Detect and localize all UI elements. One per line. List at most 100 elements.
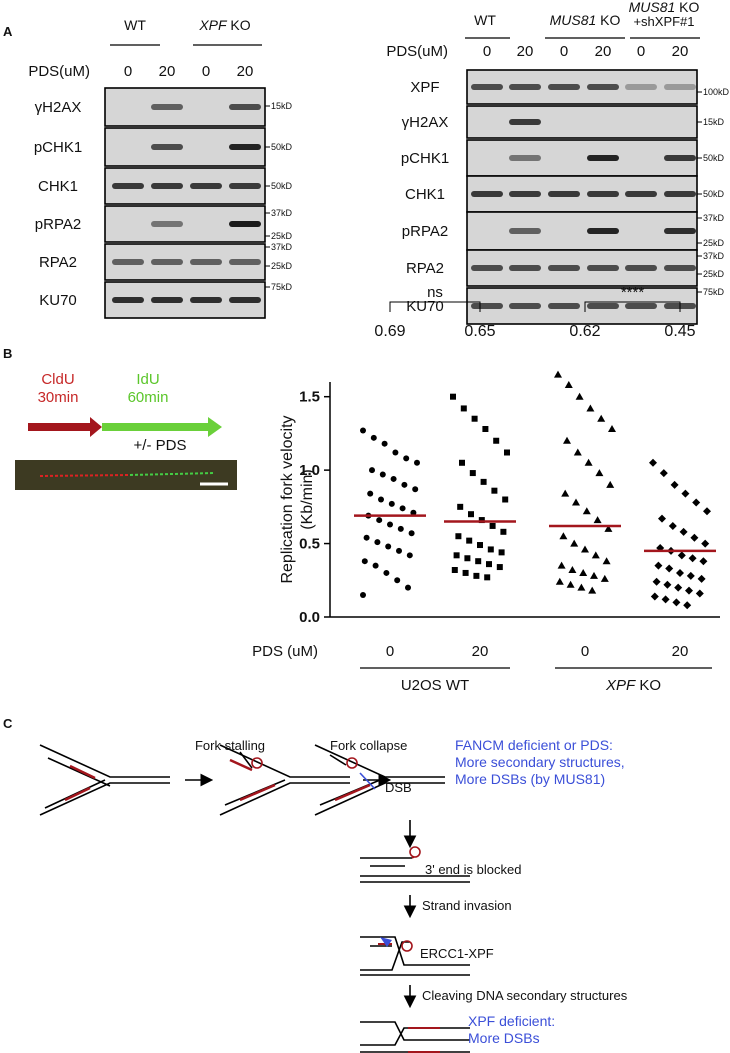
band (509, 191, 541, 197)
point (677, 551, 686, 560)
point (457, 503, 464, 510)
band (509, 119, 541, 125)
point (676, 568, 684, 577)
point (459, 459, 465, 466)
point (572, 498, 580, 506)
point (663, 580, 672, 589)
row-label: γH2AX (402, 114, 449, 131)
dose-label: 20 (472, 643, 489, 660)
blot-box (104, 205, 266, 243)
note: XPF deficient: (468, 1013, 555, 1029)
band (151, 297, 183, 303)
label-part: XPF (198, 17, 228, 33)
point (363, 534, 370, 541)
dose-label: 0 (386, 643, 394, 660)
label-part: KO (635, 677, 661, 694)
label: 30min (38, 389, 79, 406)
point (378, 496, 384, 503)
note: FANCM deficient or PDS: (455, 737, 613, 753)
mean-label: 0.65 (464, 323, 495, 340)
marker-label: 15kD (703, 117, 725, 127)
band (587, 265, 619, 271)
marker-label: 100kD (703, 87, 730, 97)
step-label: DSB (385, 780, 412, 795)
point (688, 554, 697, 563)
cleavage-mark (380, 937, 392, 947)
marker-label: 50kD (271, 181, 293, 191)
band (229, 183, 261, 189)
point (478, 517, 485, 524)
band (151, 144, 183, 150)
point (604, 524, 613, 532)
marker-label: 37kD (703, 251, 725, 261)
dose-label: 20 (237, 63, 254, 80)
band (548, 84, 580, 90)
point (697, 574, 706, 583)
blot-box (466, 287, 698, 325)
band (151, 104, 183, 110)
point (654, 561, 663, 570)
point (652, 577, 661, 586)
point (399, 505, 406, 512)
point (575, 392, 584, 400)
point (584, 458, 593, 466)
point (392, 449, 399, 456)
band (190, 183, 222, 189)
band (229, 259, 261, 265)
point (582, 507, 591, 515)
band (471, 265, 503, 271)
point (502, 496, 509, 503)
point (482, 426, 489, 432)
point (701, 539, 710, 548)
point (658, 514, 666, 523)
point (493, 437, 500, 444)
label: +/- PDS (134, 437, 187, 454)
y-tick-label: 0.5 (299, 536, 320, 553)
point (412, 486, 419, 493)
dose-label: 0 (124, 63, 132, 80)
point (649, 458, 657, 467)
point (591, 551, 600, 559)
dose-label: 20 (672, 43, 689, 60)
point (453, 552, 460, 559)
panel-label: B (3, 346, 12, 361)
treatment-label: PDS(uM) (28, 63, 90, 80)
point (477, 542, 483, 549)
row-label: pCHK1 (401, 150, 449, 167)
dose-label: 0 (560, 43, 568, 60)
row-label: γH2AX (35, 99, 82, 116)
group-label: XPF KO (198, 17, 250, 33)
point (471, 415, 478, 422)
point (681, 489, 690, 498)
point (686, 571, 695, 580)
marker-label: 50kD (271, 142, 293, 152)
treatment-label: PDS(uM) (386, 43, 448, 60)
step-label: Strand invasion (422, 898, 512, 913)
treatment-label: PDS (uM) (252, 643, 318, 660)
point (593, 516, 602, 524)
label-part: XPF (605, 677, 636, 694)
point (579, 568, 588, 576)
point (388, 500, 395, 507)
point (387, 521, 393, 528)
point (396, 547, 402, 554)
point (489, 522, 496, 529)
point (394, 577, 401, 584)
label-part: KO (596, 12, 620, 28)
dose-label: 0 (637, 43, 645, 60)
point (564, 380, 573, 388)
y-tick-label: 1.5 (299, 389, 320, 406)
point (397, 525, 404, 532)
point (498, 549, 505, 556)
row-label: KU70 (39, 292, 77, 309)
band (587, 228, 619, 234)
point (374, 539, 381, 546)
y-tick-label: 1.0 (299, 462, 320, 479)
point (369, 467, 375, 474)
point (670, 480, 679, 489)
row-label: CHK1 (38, 178, 78, 195)
band (471, 191, 503, 197)
point (606, 480, 615, 488)
point (473, 572, 480, 579)
point (685, 586, 693, 595)
